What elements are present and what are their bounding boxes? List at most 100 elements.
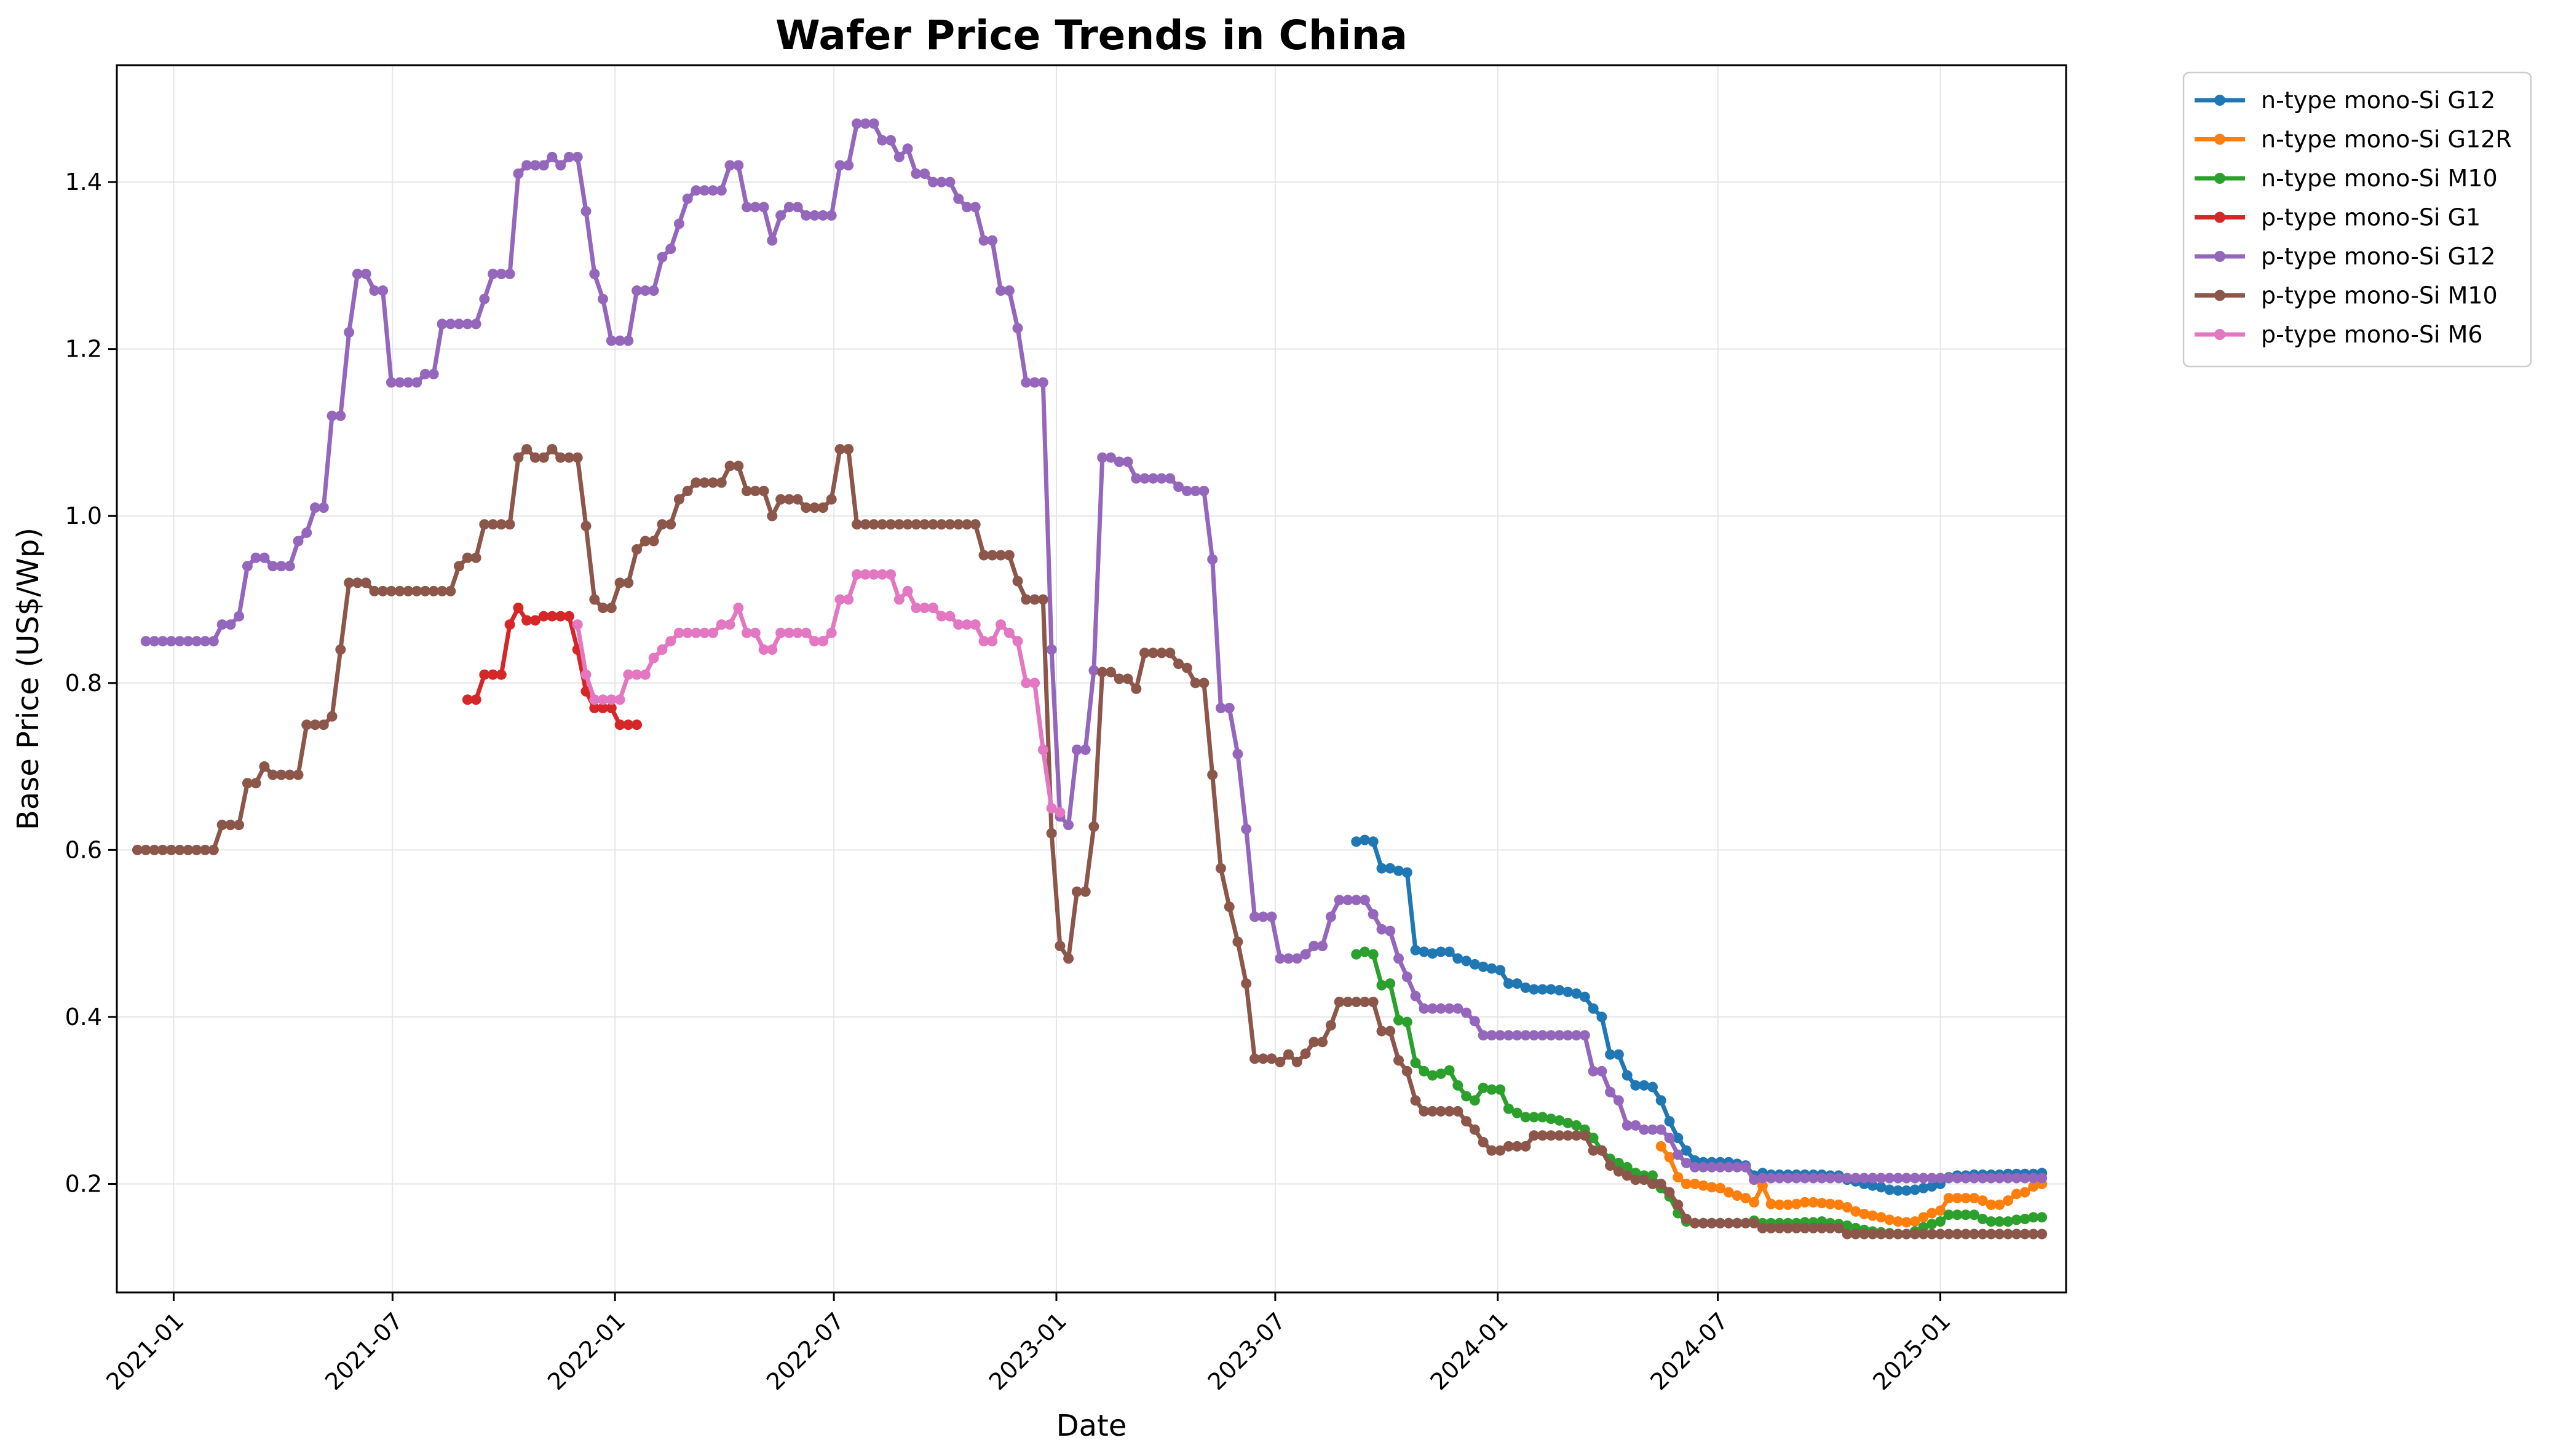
legend-entry-label: n-type mono-Si G12 [2261,87,2495,114]
data-point [1960,1209,1971,1221]
data-point [589,269,600,279]
data-point [665,243,676,255]
data-point [792,494,803,505]
data-point [1630,1080,1641,1091]
data-point [1749,1217,1760,1228]
data-point [547,611,558,622]
data-point [462,694,473,705]
data-point [488,519,499,530]
data-point [275,769,287,780]
data-point [1943,1173,1954,1184]
data-point [1596,1145,1607,1156]
data-point [1909,1184,1920,1195]
data-point [758,644,769,655]
data-point [708,477,718,488]
legend-swatch-marker [2214,173,2225,184]
data-point [1774,1222,1785,1233]
data-point [1926,1208,1938,1219]
data-point [1351,997,1362,1007]
data-point [750,486,761,496]
data-point [682,486,693,496]
data-point [927,603,938,614]
data-point [1757,1173,1768,1184]
data-point [1622,1170,1633,1181]
data-point [758,486,769,496]
data-point [919,168,930,179]
data-point [1588,1133,1599,1144]
data-point [1359,997,1370,1007]
data-point [394,585,405,596]
data-point [623,577,634,588]
data-point [1952,1193,1963,1204]
data-point [1554,1130,1565,1141]
data-point [1452,1003,1463,1014]
data-point [826,210,837,221]
data-point [1740,1217,1751,1228]
data-point [1393,1055,1404,1066]
data-point [1571,1030,1582,1041]
data-point [623,669,634,680]
data-point [1884,1184,1895,1195]
data-point [1173,481,1184,493]
data-point [1486,1084,1497,1095]
data-point [2037,1212,2048,1223]
data-point [1791,1222,1802,1233]
data-point [1664,1187,1675,1198]
data-point [488,269,499,279]
data-point [1071,744,1082,755]
data-point [547,151,558,162]
data-point [2011,1173,2022,1184]
data-point [1647,1124,1658,1135]
data-point [1495,1145,1506,1156]
data-point [216,820,228,831]
data-point [1376,1026,1387,1037]
data-point [310,719,320,730]
data-point [1503,978,1514,989]
data-point [242,778,253,789]
data-point [1893,1173,1904,1184]
data-point [1622,1070,1633,1081]
data-point [1918,1182,1929,1193]
data-point [902,585,913,596]
data-point [1842,1220,1853,1231]
data-point [1825,1198,1835,1209]
series-p-type-mono-si-m6 [572,569,1066,818]
data-point [868,118,879,129]
series-p-type-mono-si-m10 [132,444,2048,1240]
data-point [885,519,897,530]
data-point [437,318,448,330]
data-point [665,636,676,647]
data-point [1689,1161,1700,1173]
data-point [598,603,608,614]
data-point [1444,946,1455,957]
data-point [234,611,245,622]
data-point [1215,703,1226,713]
data-point [826,494,837,505]
data-point [1545,1114,1556,1125]
legend-swatch-marker [2214,329,2225,340]
data-point [809,210,820,221]
data-point [1977,1173,1988,1184]
data-point [1935,1205,1946,1216]
data-point [310,502,320,513]
data-point [996,619,1006,630]
data-point [936,519,947,530]
data-point [1952,1228,1963,1240]
data-point [1918,1228,1929,1240]
data-point [1520,982,1531,993]
data-point [1783,1173,1794,1184]
data-point [1495,965,1506,976]
data-point [1351,895,1362,906]
data-point [1673,1199,1684,1210]
data-point [699,627,710,638]
data-point [699,477,710,488]
data-point [632,544,643,555]
data-point [1376,863,1387,874]
data-point [1283,1049,1294,1060]
series-n-type-mono-si-g12r [1655,1141,2048,1228]
data-point [1859,1173,1870,1184]
data-point [1901,1228,1912,1240]
data-point [428,368,439,379]
data-point [648,536,659,547]
data-point [716,185,727,196]
